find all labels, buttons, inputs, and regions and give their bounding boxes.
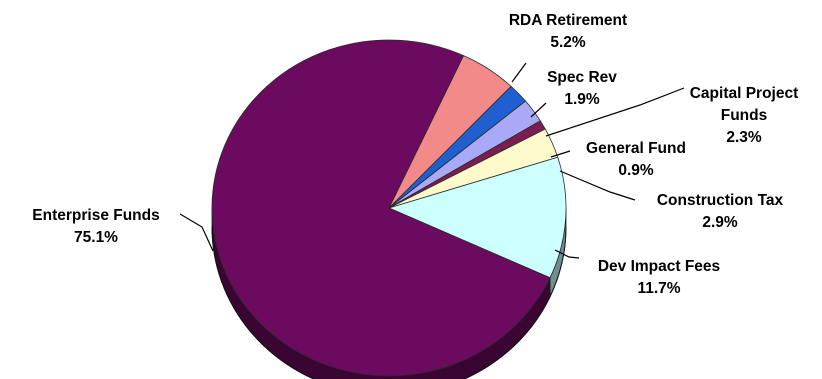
pie-top: [211, 39, 567, 377]
pie-rim: [211, 226, 567, 379]
pie-slice-enterprise-funds: [211, 39, 551, 377]
leader-line-capital-project-funds: [545, 87, 685, 137]
slice-percent: 1.9%: [564, 91, 600, 108]
slice-percent: 2.9%: [702, 214, 738, 231]
slice-name: Funds: [721, 107, 768, 124]
slice-label-capital-project-funds: Capital Project Funds 2.3%: [690, 85, 799, 146]
leader-line-spec-rev: [530, 102, 547, 118]
slice-name: Spec Rev: [547, 69, 617, 86]
slice-percent: 0.9%: [618, 162, 654, 179]
leader-line-enterprise-funds: [179, 213, 214, 252]
slice-label-spec-rev: Spec Rev 1.9%: [547, 69, 617, 108]
slice-labels: RDA Retirement 5.2% Spec Rev 1.9% Capital Pr…: [32, 12, 798, 297]
slice-label-dev-impact-fees: Dev Impact Fees 11.7%: [598, 258, 720, 297]
slice-name: Capital Project: [690, 85, 799, 102]
slice-percent: 75.1%: [74, 229, 118, 246]
leader-line-general-fund: [550, 150, 571, 158]
slice-name: General Fund: [586, 140, 686, 157]
pie-slice-dev-impact-fees: [388, 156, 567, 279]
slice-label-construction-tax: Construction Tax 2.9%: [657, 192, 784, 231]
slice-name: Construction Tax: [657, 192, 784, 209]
slice-label-general-fund: General Fund 0.9%: [586, 140, 686, 179]
slice-percent: 2.3%: [726, 129, 762, 146]
leader-line-dev-impact-fees: [554, 249, 580, 259]
slice-label-rda-retirement: RDA Retirement 5.2%: [509, 12, 627, 51]
slice-name: Enterprise Funds: [32, 207, 159, 224]
slice-percent: 5.2%: [550, 34, 586, 51]
slice-label-enterprise-funds: Enterprise Funds 75.1%: [32, 207, 159, 246]
slice-name: RDA Retirement: [509, 12, 627, 29]
slice-percent: 11.7%: [637, 280, 680, 297]
leader-lines: [179, 62, 685, 259]
leader-line-rda-retirement: [511, 62, 527, 83]
leader-line-construction-tax: [559, 170, 636, 201]
slice-name: Dev Impact Fees: [598, 258, 720, 275]
